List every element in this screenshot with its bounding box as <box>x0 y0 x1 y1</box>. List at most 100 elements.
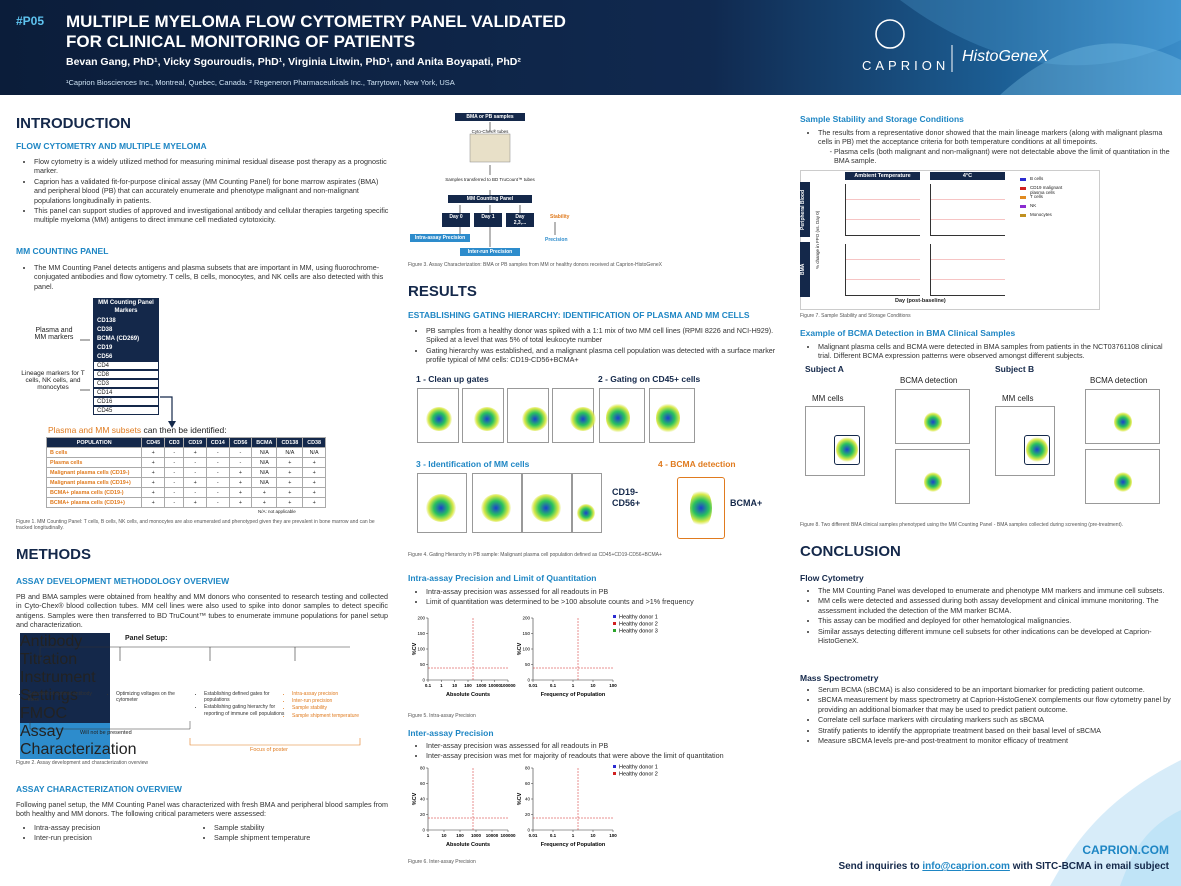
flow-panel <box>417 473 467 533</box>
inquiry: Send inquiries to info@caprion.com with … <box>838 861 1169 872</box>
cell: N/A <box>302 447 326 458</box>
x-tick-label: 10 <box>590 683 596 688</box>
bullet: Intra-assay precision was assessed for a… <box>426 587 784 596</box>
bullet: PB samples from a healthy donor was spik… <box>426 326 784 345</box>
cell-density <box>606 403 630 433</box>
phenotype: BCMA+ <box>730 498 763 508</box>
flow-label: Precision <box>545 237 568 243</box>
y-tick-label: 80 <box>525 766 531 771</box>
cell-density <box>656 403 680 433</box>
marker: CD14 <box>93 388 159 397</box>
y-tick-label: 60 <box>525 781 531 786</box>
cell: + <box>183 447 208 458</box>
y-axis-label: % change in FPO (vs. Day 0) <box>815 210 820 270</box>
cell: + <box>302 467 326 478</box>
step-label: 3 - Identification of MM cells <box>416 459 530 469</box>
cell: B cells <box>45 447 143 458</box>
cell: - <box>228 457 253 468</box>
subheading: Flow Cytometry <box>800 573 864 583</box>
stability-plot <box>930 244 1005 296</box>
flow-box: MM Counting Panel <box>448 195 532 203</box>
cell: Malignant plasma cells (CD19-) <box>45 467 143 478</box>
label: Will not be presented <box>80 730 132 736</box>
bullet: Correlate cell surface markers with circ… <box>818 715 1174 724</box>
step-item: Inter-run precision <box>292 698 366 704</box>
y-tick-label: 100 <box>417 647 425 652</box>
cell: - <box>164 487 185 498</box>
arrow <box>160 396 176 428</box>
table-row: BCMA+ plasma cells (CD19+) + - + - + + + + <box>45 497 326 508</box>
subheading: ESTABLISHING GATING HIERARCHY: IDENTIFIC… <box>408 310 750 320</box>
fig-title: Panel Setup: <box>125 635 168 642</box>
cell: + <box>251 497 278 508</box>
step-label: 4 - BCMA detection <box>658 459 736 469</box>
bullet: Plasma cells (both malignant and non-mal… <box>834 147 1172 166</box>
y-tick-label: 0 <box>527 678 530 683</box>
cell: + <box>183 497 208 508</box>
text: Send inquiries to <box>838 861 920 872</box>
cell: - <box>206 477 230 488</box>
text: with SITC-BCMA in email subject <box>1012 861 1169 872</box>
legend-swatch <box>1020 196 1026 199</box>
label: Plasma and MM markers <box>34 327 74 341</box>
day-boxes: Day 0 Day 1 Day 2,3,... <box>442 213 572 227</box>
flow-panel <box>417 388 459 443</box>
stability-plot <box>845 244 920 296</box>
label: Focus of poster <box>250 747 288 753</box>
cell: + <box>276 497 304 508</box>
cell: + <box>276 477 304 488</box>
brackets <box>80 339 90 391</box>
subheading: FLOW CYTOMETRY AND MULTIPLE MYELOMA <box>16 141 207 151</box>
marker-table: MM Counting Panel Markers CD138 CD38 BCMA … <box>93 298 159 415</box>
flow-panel <box>1085 449 1160 504</box>
marker-title: MM Counting Panel Markers <box>93 298 159 316</box>
cell: + <box>228 487 253 498</box>
condition-header: 4°C <box>930 172 1005 180</box>
heading: METHODS <box>16 546 91 563</box>
header-decoration <box>875 0 1181 95</box>
cell-density <box>1026 437 1048 462</box>
figure-3: BMA or PB samples Cyto-Chex® tubes Sampl… <box>410 110 590 260</box>
x-tick-label: 100 <box>609 683 617 688</box>
cell: Malignant plasma cells (CD19+) <box>45 477 143 488</box>
cell: - <box>183 457 208 468</box>
cell: + <box>302 477 326 488</box>
cell: + <box>251 487 278 498</box>
bullet-list: Malignant plasma cells and BCMA were det… <box>806 342 1174 362</box>
bullet-list: The MM Counting Panel detects antigens a… <box>22 263 390 292</box>
y-axis-label: %CV <box>412 792 418 805</box>
step-item: Optimizing voltages on the cytometer <box>116 691 190 703</box>
cell: - <box>183 487 208 498</box>
cell: BCMA+ plasma cells (CD19-) <box>45 487 143 498</box>
day-box: Day 0 <box>442 213 470 227</box>
bullet-list: Serum BCMA (sBCMA) is also considered to… <box>806 685 1174 746</box>
column-header: CD19 <box>183 437 208 448</box>
bullet-list: The MM Counting Panel was developed to e… <box>806 586 1174 646</box>
flow-panel <box>995 406 1055 476</box>
flow-panel <box>599 388 645 443</box>
phenotype: CD19- CD56+ <box>612 487 641 508</box>
cell: N/A <box>251 457 278 468</box>
figure-2: Panel Setup: Will not be presented Focus… <box>20 633 370 759</box>
cell-density <box>1114 412 1132 432</box>
x-axis-label: Day (post-baseline) <box>895 298 946 304</box>
step-items: Selection of optimal antibody titers <box>20 691 102 704</box>
flow-box: Inter-run Precision <box>460 248 520 256</box>
bullet: Inter-run precision <box>34 833 202 842</box>
cell-density <box>474 407 500 431</box>
legend-label: Healthy donor 2 <box>619 772 658 778</box>
bullet: Flow cytometry is a widely utilized meth… <box>34 157 390 176</box>
step-arrow: Antibody Titration <box>20 633 110 669</box>
step-item: Selection of optimal antibody titers <box>28 691 102 703</box>
email-link[interactable]: info@caprion.com <box>922 861 1010 872</box>
cell: - <box>164 477 185 488</box>
caption: Figure 6. Inter-assay Precision <box>408 859 476 865</box>
flow-label: Stability <box>550 214 570 220</box>
cell-density <box>522 407 548 431</box>
cell-density <box>570 407 596 431</box>
table-row: Plasma cells + - - - - N/A + + <box>45 457 326 468</box>
x-tick-label: 1 <box>572 683 575 688</box>
flow-panel <box>552 388 596 443</box>
cell-density <box>426 494 456 522</box>
caption: Figure 5. Intra-assay Precision <box>408 713 476 719</box>
